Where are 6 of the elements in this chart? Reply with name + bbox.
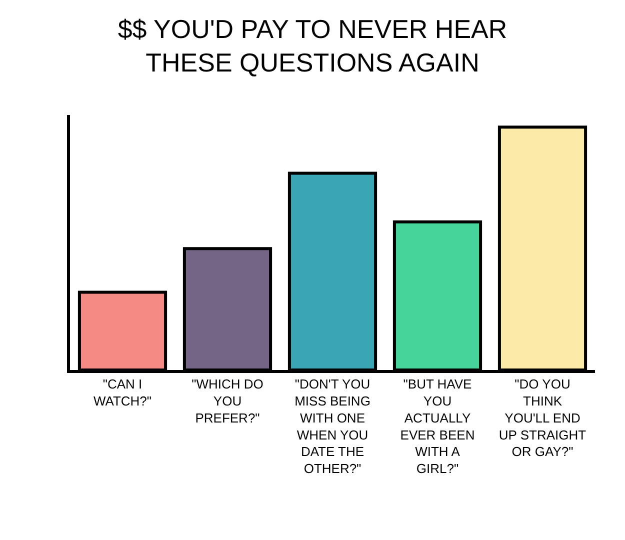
x-tick-label: "WHICH DO YOU PREFER?" (192, 376, 264, 426)
x-tick-label: "DO YOU THINK YOU'LL END UP STRAIGHT OR GAY?" (498, 376, 586, 460)
x-tick-label: "CAN I WATCH?" (93, 376, 152, 408)
chart-title: $$ YOU'D PAY TO NEVER HEAR THESE QUESTIONS AGAIN (118, 14, 508, 78)
x-tick-label: "BUT HAVE YOU ACTUALLY EVER BEEN WITH A GIRL?" (400, 376, 475, 476)
x-tick-label: "DON'T YOU MISS BEING WITH ONE WHEN YOU DATE THE OTHER?" (294, 376, 370, 476)
